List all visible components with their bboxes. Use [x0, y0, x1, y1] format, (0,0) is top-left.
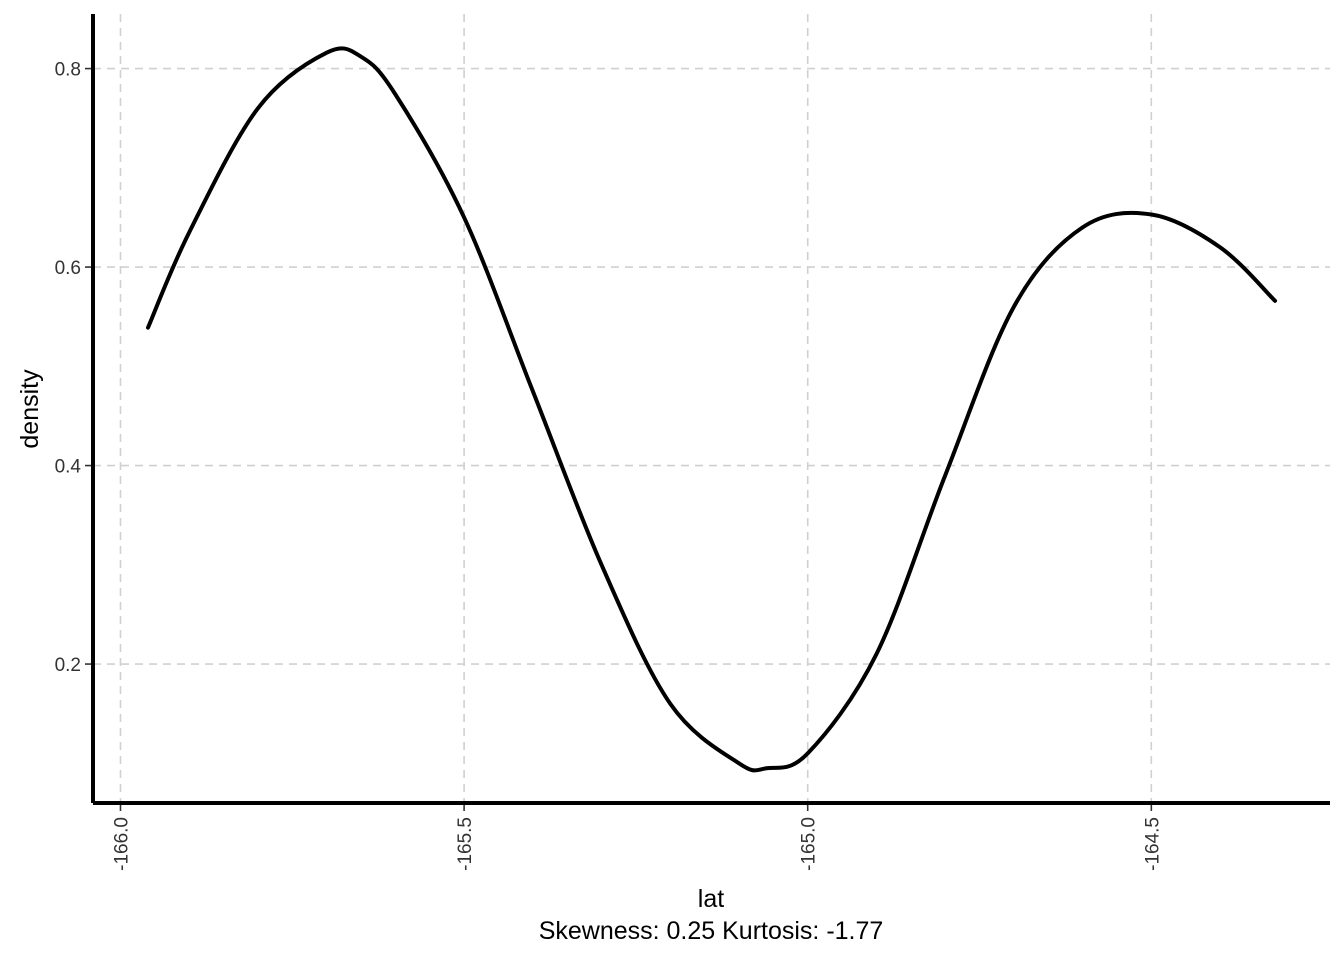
y-tick-label: 0.8	[55, 60, 81, 81]
x-tick-label: -165.5	[455, 817, 476, 871]
x-axis-title: lat	[698, 885, 724, 913]
y-axis-title: density	[16, 369, 44, 449]
axis-ticks: -166.0 -165.5 -165.0 -164.5 0.2 0.4 0.6 0.8	[55, 60, 1164, 871]
density-curve	[145, 46, 1278, 773]
y-tick-label: 0.2	[55, 655, 81, 676]
x-tick-label: -166.0	[111, 817, 132, 871]
grid-lines	[93, 14, 1330, 803]
y-tick-label: 0.4	[55, 457, 82, 478]
y-tick-label: 0.6	[55, 258, 81, 279]
x-tick-label: -165.0	[799, 817, 820, 871]
x-tick-label: -164.5	[1142, 817, 1163, 871]
chart-caption: Skewness: 0.25 Kurtosis: -1.77	[539, 917, 884, 945]
